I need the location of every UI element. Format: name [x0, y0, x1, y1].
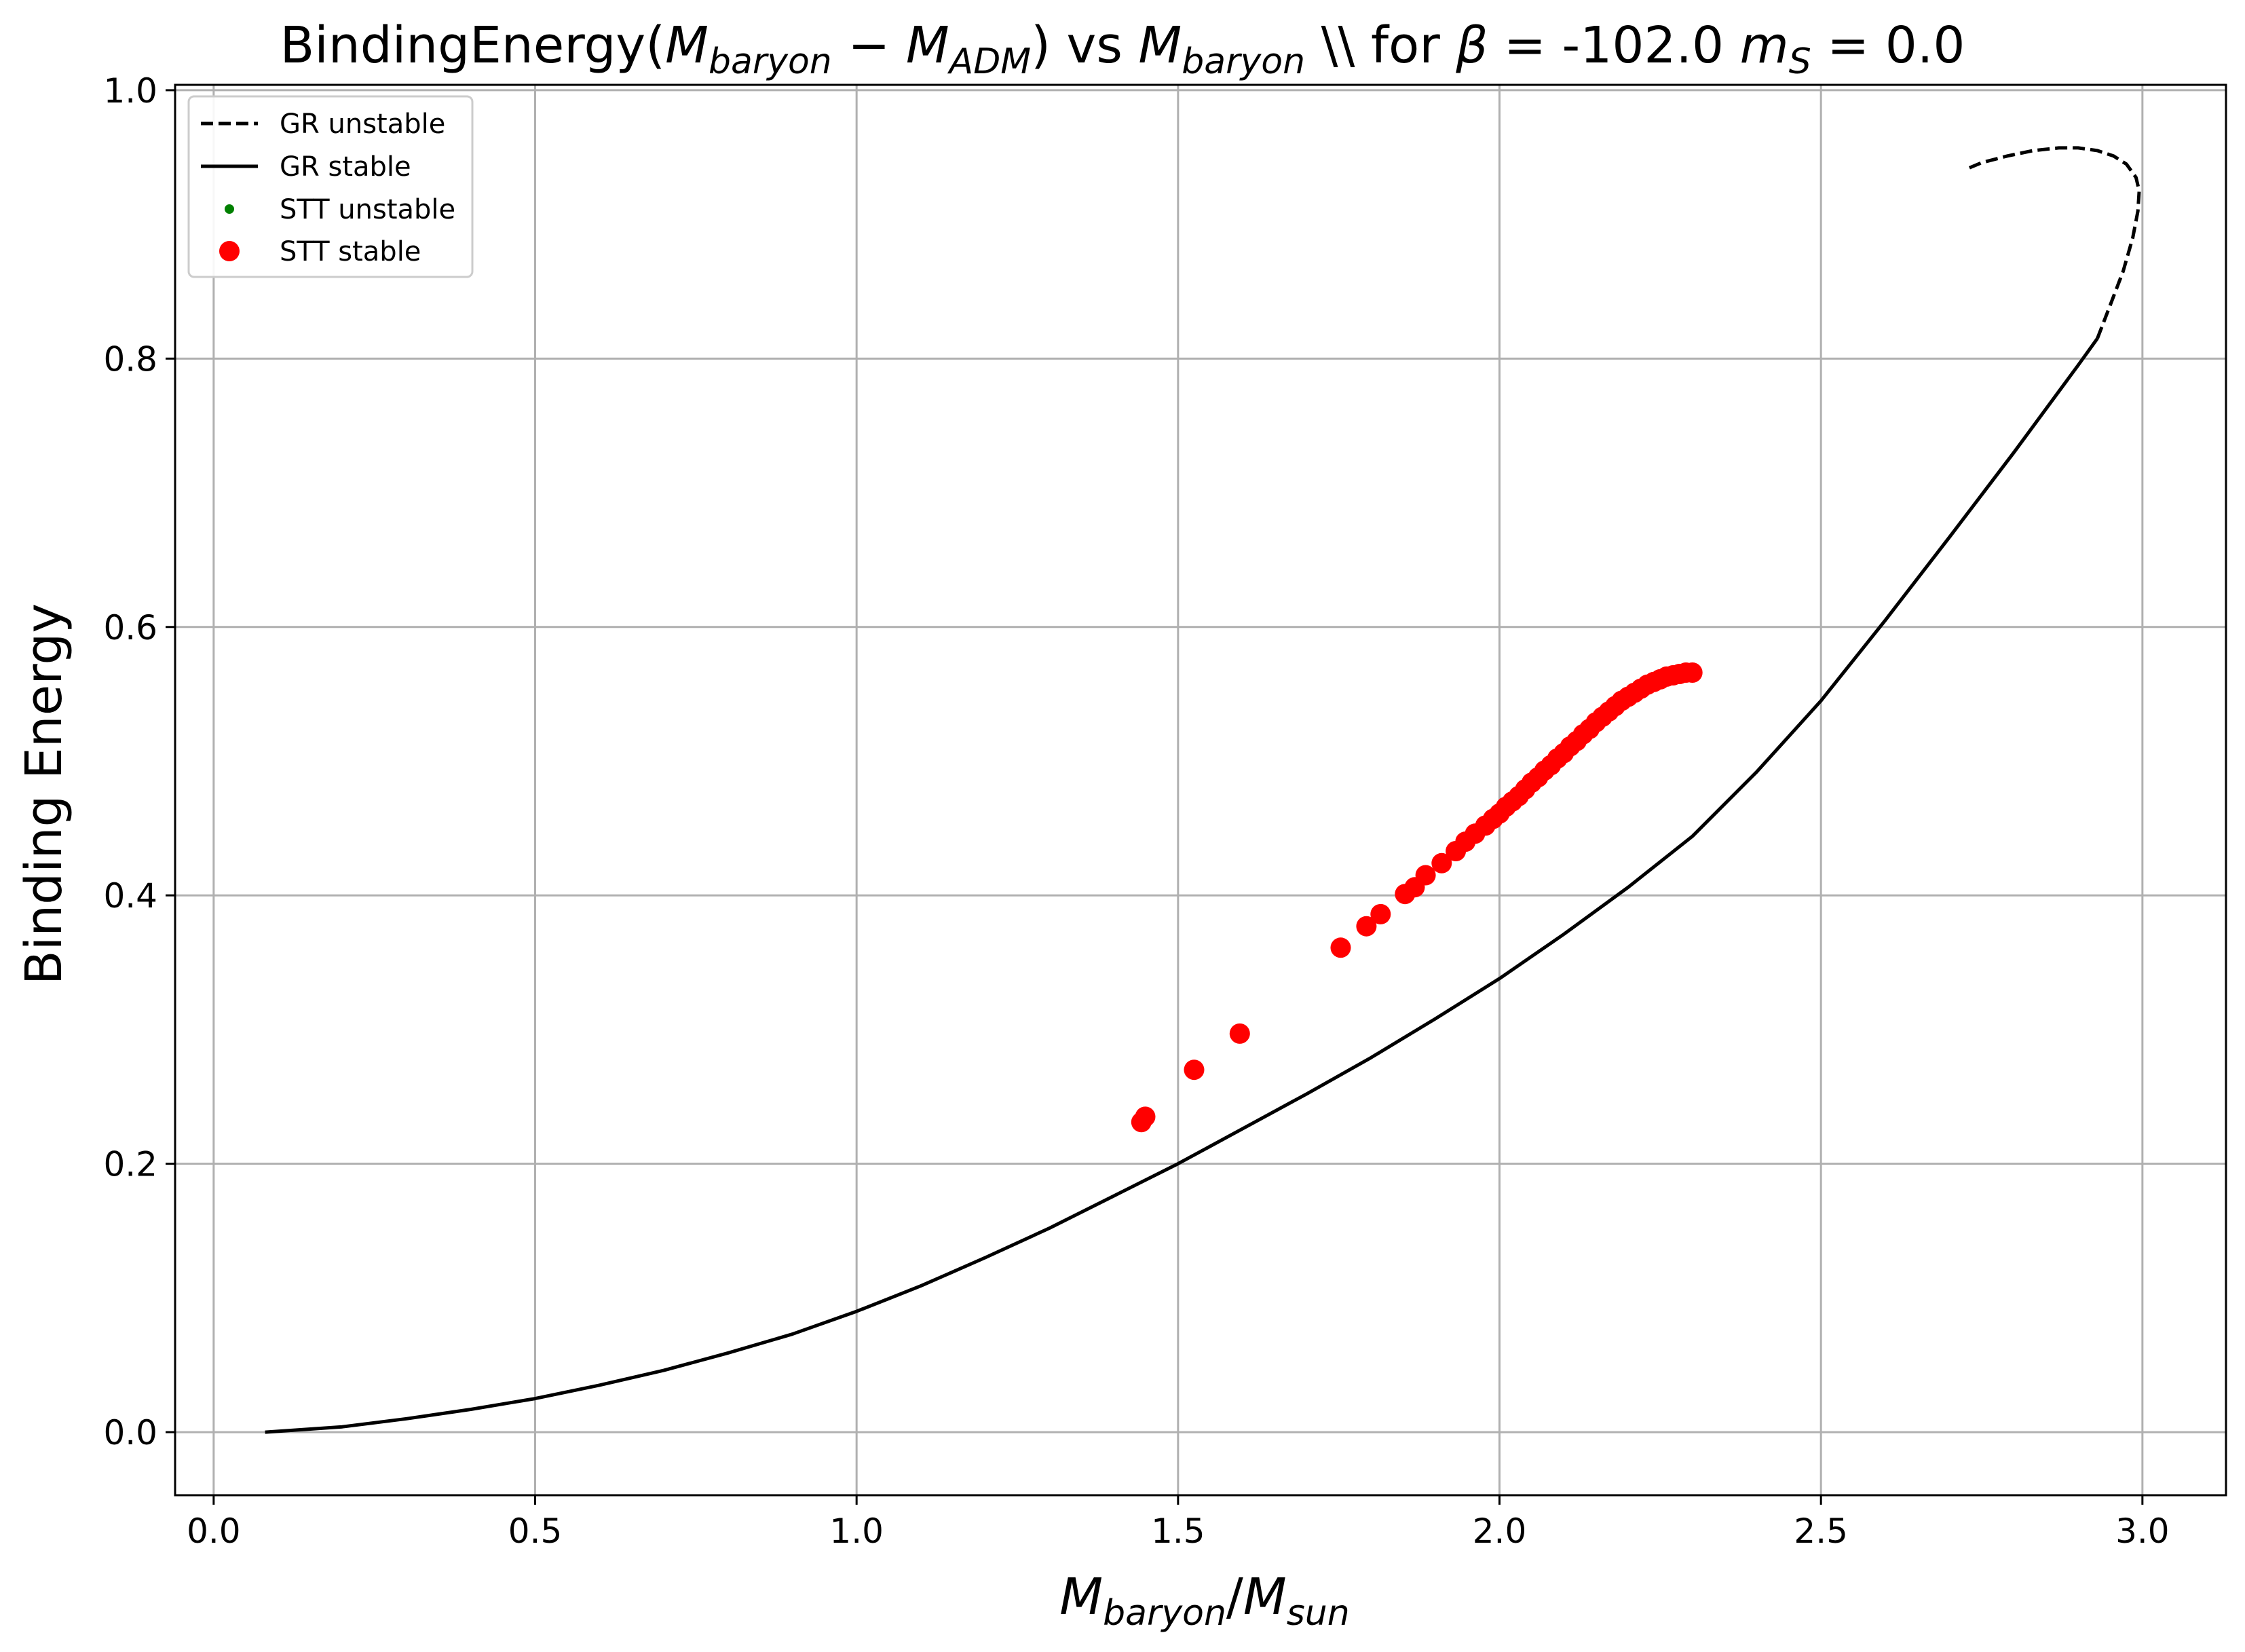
- title-minus: −: [832, 16, 906, 75]
- stt-stable-point: [1682, 662, 1703, 683]
- legend: GR unstable GR stable STT unstable STT s…: [187, 95, 474, 278]
- stt-stable-point: [1370, 903, 1391, 924]
- x-tick-label: 0.0: [187, 1512, 241, 1551]
- y-axis-label: Binding Energy: [15, 603, 73, 985]
- x-label-slash: /: [1226, 1568, 1243, 1626]
- legend-stt-unstable-marker: [225, 204, 234, 214]
- x-tick-label: 2.0: [1473, 1512, 1527, 1551]
- title-m-baryon-subscript: baryon: [709, 41, 832, 82]
- x-label-m-sun-subscript: sun: [1287, 1593, 1350, 1634]
- y-tick-label: 0.8: [103, 339, 157, 379]
- x-label-m-baryon: M: [1059, 1568, 1103, 1626]
- chart-title: BindingEnergy(Mbaryon − MADM) vs Mbaryon…: [280, 16, 1965, 82]
- stt-stable-point: [1356, 916, 1377, 937]
- y-tick-label: 0.2: [103, 1145, 157, 1184]
- title-m-adm: M: [906, 16, 949, 75]
- y-tick-label: 0.4: [103, 876, 157, 916]
- title-m-s-value: = 0.0: [1811, 16, 1965, 75]
- legend-stt-stable-marker: [219, 241, 240, 261]
- x-label-m-sun: M: [1243, 1568, 1287, 1626]
- y-tick-label: 1.0: [103, 71, 157, 111]
- title-beta-value: = -102.0: [1488, 16, 1740, 75]
- y-tick-label: 0.6: [103, 608, 157, 647]
- x-tick-label: 1.5: [1151, 1512, 1205, 1551]
- stt-stable-point: [1229, 1023, 1250, 1044]
- y-tick-label: 0.0: [103, 1413, 157, 1452]
- stt-stable-point: [1135, 1106, 1156, 1127]
- stt-stable-point: [1184, 1059, 1205, 1081]
- x-tick-label: 1.0: [829, 1512, 884, 1551]
- legend-label-gr-unstable: GR unstable: [280, 109, 445, 140]
- axis-ticks: 0.0 0.5 1.0 1.5 2.0 2.5 3.0 0.0 0.2 0.4 0.6 0.8 1.0: [103, 71, 2169, 1551]
- legend-frame: [187, 95, 474, 278]
- axes-frame: [174, 83, 2227, 1497]
- legend-label-stt-stable: STT stable: [280, 236, 421, 267]
- x-tick-label: 3.0: [2115, 1512, 2170, 1551]
- title-m-baryon-2-subscript: baryon: [1182, 41, 1305, 82]
- title-m-baryon: M: [665, 16, 709, 75]
- x-label-m-baryon-subscript: baryon: [1103, 1593, 1226, 1634]
- gr-stable-curve: [265, 337, 2099, 1434]
- title-middle: ) vs: [1031, 16, 1138, 75]
- plot-area: [265, 146, 2141, 1434]
- title-prefix: BindingEnergy(: [280, 16, 666, 75]
- title-m-baryon-2: M: [1138, 16, 1182, 75]
- x-axis-label: Mbaryon/Msun: [1059, 1568, 1349, 1634]
- legend-label-stt-unstable: STT unstable: [280, 194, 455, 225]
- stt-stable-point: [1330, 937, 1351, 958]
- stt-stable-point: [1431, 852, 1452, 874]
- legend-label-gr-stable: GR stable: [280, 151, 411, 183]
- stt-stable-point: [1415, 865, 1436, 886]
- x-tick-label: 0.5: [508, 1512, 563, 1551]
- title-for: \\ for: [1305, 16, 1456, 75]
- title-m-s-subscript: S: [1789, 41, 1811, 82]
- x-tick-label: 2.5: [1794, 1512, 1848, 1551]
- title-m-s: m: [1740, 16, 1789, 75]
- title-m-adm-subscript: ADM: [947, 41, 1031, 82]
- grid: [175, 85, 2226, 1495]
- title-beta-symbol: β: [1455, 16, 1488, 75]
- gr-unstable-curve: [1968, 146, 2141, 339]
